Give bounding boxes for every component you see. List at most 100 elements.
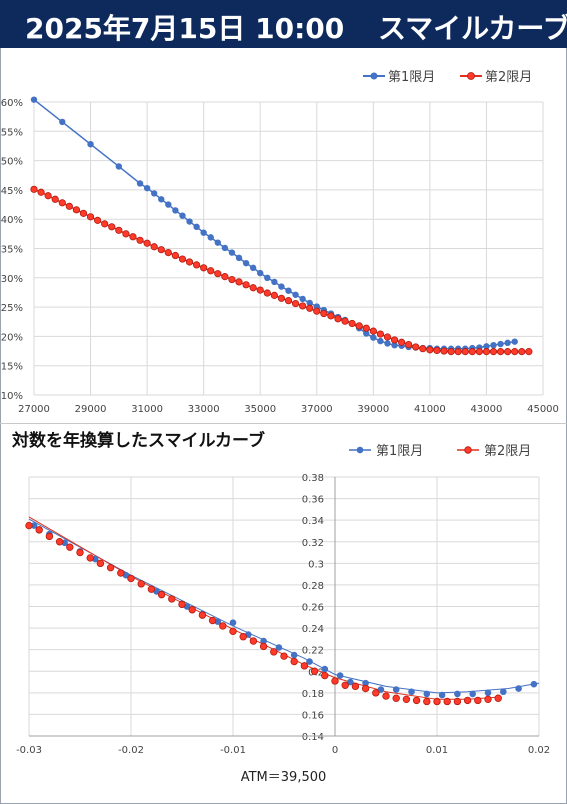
- data-point: [390, 336, 399, 344]
- trend-line-1: [28, 518, 540, 694]
- data-point: [310, 667, 319, 675]
- y-tick-label: 55%: [1, 127, 23, 138]
- data-point: [361, 684, 370, 693]
- data-point: [327, 312, 335, 320]
- data-point: [306, 658, 313, 665]
- data-point: [143, 239, 151, 247]
- legend-label: 第1限月: [388, 70, 435, 85]
- data-point: [117, 569, 125, 577]
- data-point: [515, 685, 522, 692]
- data-point: [299, 295, 306, 303]
- data-point: [475, 348, 483, 356]
- y-tick-label: 0.32: [302, 538, 324, 549]
- data-point: [76, 548, 84, 557]
- data-point: [249, 264, 257, 272]
- data-point: [270, 648, 278, 656]
- data-point: [426, 346, 434, 354]
- data-point: [157, 590, 166, 599]
- data-point: [290, 651, 298, 659]
- y-tick-label: 40%: [1, 215, 23, 226]
- data-point: [391, 341, 398, 349]
- data-point: [377, 686, 385, 693]
- y-tick-label: 0.36: [302, 495, 324, 506]
- y-tick-label: 0.38: [302, 473, 324, 484]
- data-point: [372, 689, 380, 697]
- data-point: [55, 538, 64, 546]
- data-point: [454, 690, 461, 698]
- y-tick-label: 0.28: [302, 581, 324, 592]
- y-tick-label: 0.26: [302, 603, 324, 614]
- data-point: [440, 347, 448, 355]
- data-point: [127, 574, 135, 583]
- y-tick-label: 50%: [1, 157, 23, 168]
- data-point: [511, 348, 519, 356]
- data-point: [221, 244, 229, 252]
- legend-marker: [356, 446, 364, 454]
- y-tick-label: 30%: [1, 274, 23, 285]
- data-point: [494, 694, 502, 702]
- data-point: [497, 340, 504, 348]
- data-point: [143, 184, 151, 192]
- data-point: [423, 697, 431, 706]
- data-point: [278, 283, 285, 290]
- data-point: [87, 140, 94, 148]
- y-tick-label: 0.34: [302, 516, 324, 527]
- data-point: [482, 348, 491, 356]
- data-point: [208, 616, 217, 625]
- data-point: [496, 348, 505, 356]
- atm-label: ATM＝39,500: [240, 770, 327, 785]
- data-point: [200, 264, 208, 272]
- data-point: [219, 622, 227, 630]
- data-point: [188, 606, 196, 614]
- data-point: [179, 212, 186, 219]
- data-point: [489, 348, 498, 356]
- data-point: [185, 258, 194, 266]
- data-point: [398, 338, 406, 346]
- data-point: [348, 319, 356, 328]
- data-point: [165, 201, 172, 208]
- data-point: [484, 695, 492, 704]
- x-tick-label: 45000: [527, 404, 559, 415]
- data-point: [221, 273, 229, 281]
- data-point: [242, 281, 250, 289]
- chart2-title: 対数を年換算したスマイルカーブ: [12, 431, 265, 451]
- y-tick-label: 0.18: [302, 689, 324, 700]
- data-point: [101, 220, 109, 228]
- data-point: [193, 223, 200, 231]
- data-point: [72, 206, 81, 214]
- data-point: [461, 348, 469, 356]
- data-point: [263, 289, 271, 297]
- y-tick-label: 25%: [1, 303, 23, 314]
- legend-label: 第1限月: [376, 444, 423, 459]
- legend-marker: [464, 446, 472, 454]
- data-point: [504, 339, 511, 347]
- data-point: [474, 696, 482, 705]
- data-point: [438, 691, 446, 699]
- y-tick-label: 60%: [1, 98, 23, 109]
- data-point: [59, 118, 66, 126]
- smile-curve-chart: 10% 15% 20% 25% 30% 35% 40% 45% 50% 55% 60% 27000 29…: [1, 70, 559, 415]
- data-point: [207, 267, 215, 275]
- header-bar: 2025年7月15日 10:00 スマイルカーブ: [0, 0, 567, 48]
- data-point: [198, 611, 207, 619]
- data-point: [341, 681, 349, 689]
- data-point: [249, 637, 258, 645]
- data-point: [171, 251, 179, 260]
- data-point: [235, 254, 243, 262]
- data-point: [122, 230, 130, 238]
- data-point: [37, 188, 45, 196]
- y-tick-label: 0.24: [302, 624, 324, 635]
- data-point: [443, 697, 451, 706]
- data-point: [347, 678, 354, 686]
- data-point: [86, 554, 94, 562]
- data-point: [30, 185, 38, 193]
- data-point: [115, 226, 123, 234]
- x-tick-label: 29000: [75, 404, 107, 415]
- y-tick-label: 0.3: [308, 559, 324, 570]
- data-point: [433, 697, 441, 706]
- data-point: [408, 688, 415, 696]
- y-tick-label: 0.16: [302, 710, 324, 721]
- data-point: [334, 315, 342, 323]
- data-point: [94, 216, 102, 224]
- data-point: [454, 348, 462, 356]
